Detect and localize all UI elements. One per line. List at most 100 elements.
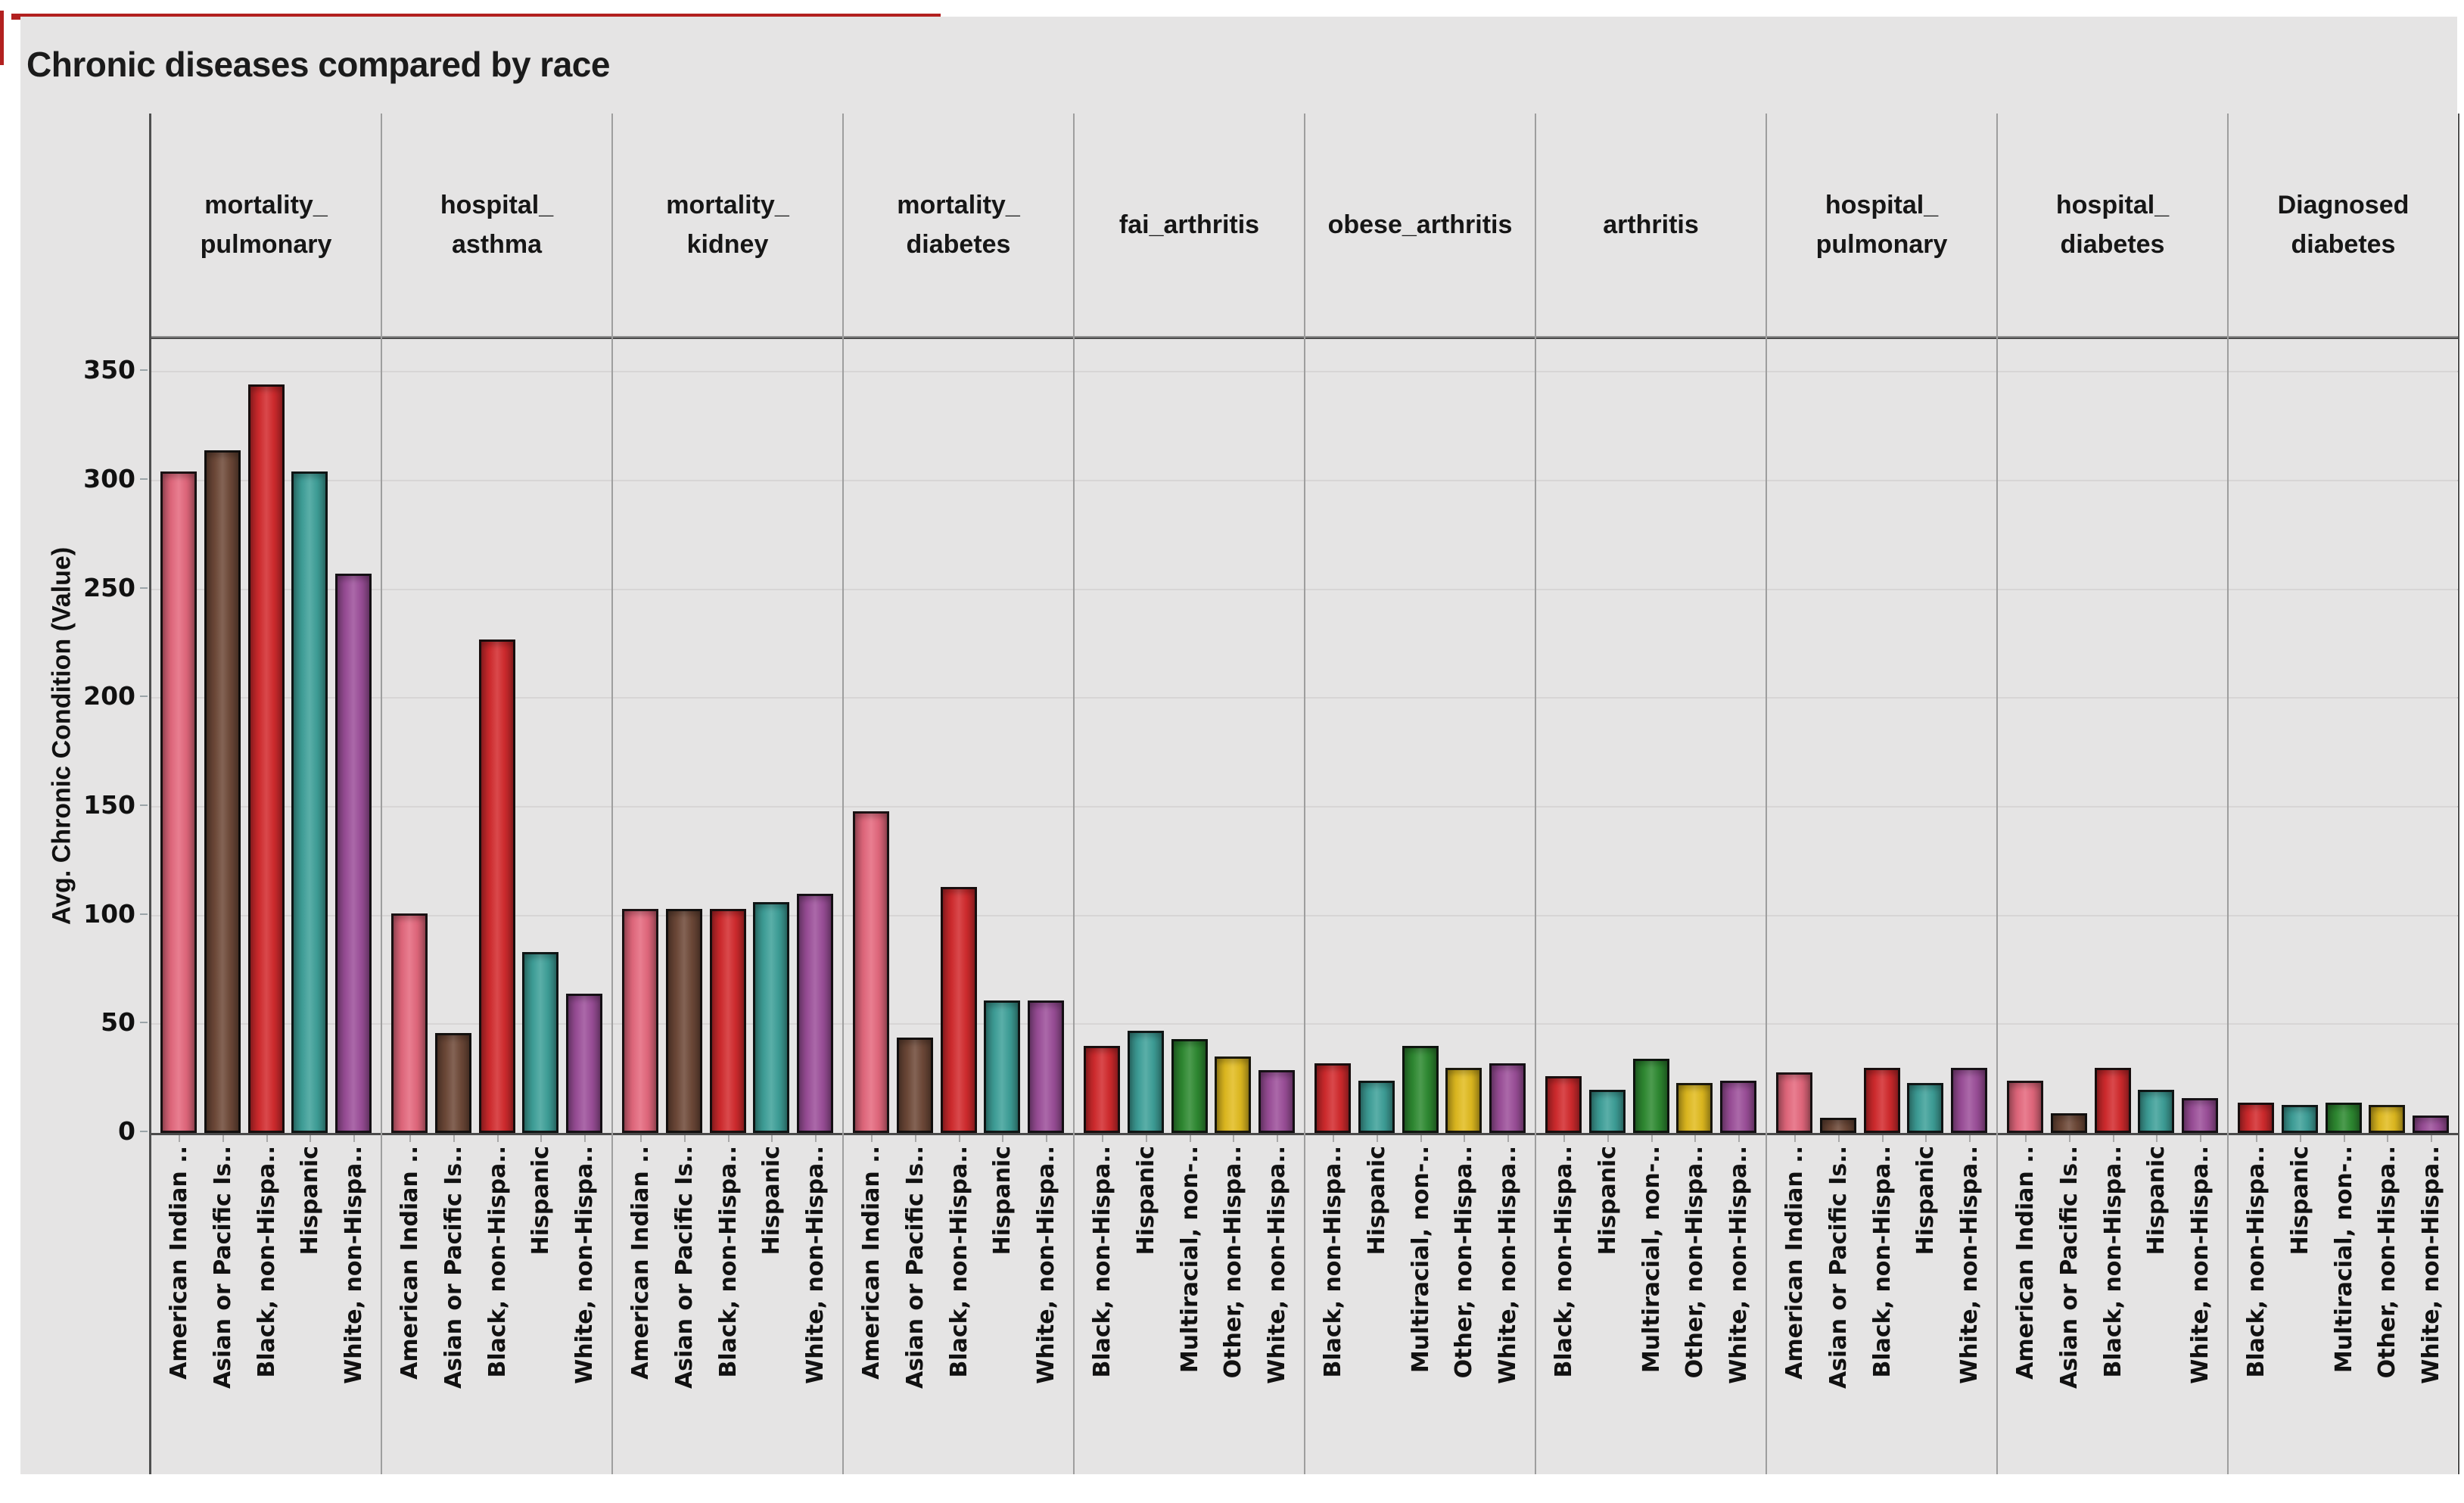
y-tick-mark <box>140 587 148 589</box>
bar-multiracial-non[interactable] <box>2325 1103 2362 1133</box>
x-label-slot: White, non-Hispa.. <box>1489 1135 1526 1474</box>
bar-american-indian[interactable] <box>853 811 889 1133</box>
x-label-slot: Hispanic <box>753 1135 789 1474</box>
bar-white-non-hispa[interactable] <box>566 994 602 1133</box>
x-axis-label: Black, non-Hispa.. <box>2099 1146 2126 1378</box>
x-axis-label: Hispanic <box>2143 1146 2170 1256</box>
facet-column-mortality-pulmonary: mortality_ pulmonary American Indian .. Asi… <box>151 114 381 1474</box>
facet-header-line: mortality_ <box>204 191 328 219</box>
y-axis-title: Avg. Chronic Condition (Value) <box>47 546 76 926</box>
bar-hispanic[interactable] <box>984 1000 1021 1133</box>
bar-black-non-hispa[interactable] <box>940 887 977 1133</box>
x-axis-label: Black, non-Hispa.. <box>1868 1146 1896 1378</box>
x-axis-label: Black, non-Hispa.. <box>253 1146 280 1378</box>
x-axis-label: White, non-Hispa.. <box>802 1146 829 1384</box>
bar-white-non-hispa[interactable] <box>1028 1000 1064 1133</box>
bar-other-non-hispa[interactable] <box>1215 1056 1252 1133</box>
x-axis-label: Hispanic <box>1132 1146 1159 1256</box>
bar-hispanic[interactable] <box>291 471 328 1133</box>
facet-header-line: asthma <box>451 230 543 259</box>
x-axis-label: Asian or Pacific Is.. <box>2055 1146 2083 1389</box>
bar-multiracial-non[interactable] <box>1632 1059 1669 1133</box>
x-label-slot: Black, non-Hispa.. <box>1084 1135 1120 1474</box>
x-tick-mark <box>1650 1135 1653 1142</box>
bar-other-non-hispa[interactable] <box>1445 1068 1482 1133</box>
x-tick-mark <box>815 1135 817 1142</box>
bar-white-non-hispa[interactable] <box>1258 1070 1295 1133</box>
bar-hispanic[interactable] <box>1907 1083 1944 1133</box>
facet-plot <box>1075 338 1304 1135</box>
facet-header: hospital_ asthma <box>382 114 611 338</box>
x-tick-mark <box>2343 1135 2345 1142</box>
bar-black-non-hispa[interactable] <box>2238 1103 2274 1133</box>
bar-white-non-hispa[interactable] <box>2182 1098 2218 1133</box>
bar-american-indian[interactable] <box>622 909 658 1133</box>
bar-american-indian[interactable] <box>1776 1072 1812 1133</box>
bar-black-non-hispa[interactable] <box>1863 1068 1900 1133</box>
x-tick-mark <box>2025 1135 2027 1142</box>
bar-hispanic[interactable] <box>1127 1031 1164 1133</box>
bar-white-non-hispa[interactable] <box>797 894 833 1133</box>
x-label-slot: Hispanic <box>2282 1135 2318 1474</box>
bar-black-non-hispa[interactable] <box>247 384 285 1133</box>
x-axis-label: Black, non-Hispa.. <box>2243 1146 2270 1378</box>
x-label-slot: White, non-Hispa.. <box>566 1135 602 1474</box>
x-label-slot: Black, non-Hispa.. <box>2095 1135 2131 1474</box>
bar-black-non-hispa[interactable] <box>478 639 515 1133</box>
bar-asian-or-pacific-is[interactable] <box>1819 1118 1856 1133</box>
bar-asian-or-pacific-is[interactable] <box>896 1038 933 1133</box>
y-tick-mark <box>140 695 148 698</box>
bar-black-non-hispa[interactable] <box>2094 1068 2131 1133</box>
x-label-slot: Black, non-Hispa.. <box>1314 1135 1351 1474</box>
x-axis-label: Other, non-Hispa.. <box>1220 1146 1247 1379</box>
bar-asian-or-pacific-is[interactable] <box>2050 1113 2087 1133</box>
bar-black-non-hispa[interactable] <box>1545 1076 1582 1133</box>
facet-x-labels: American Indian .. Asian or Pacific Is.. B… <box>1767 1135 1996 1474</box>
bar-black-non-hispa[interactable] <box>1314 1063 1351 1133</box>
bar-hispanic[interactable] <box>2281 1105 2318 1133</box>
bar-hispanic[interactable] <box>753 902 790 1133</box>
bar-american-indian[interactable] <box>391 913 428 1133</box>
bar-asian-or-pacific-is[interactable] <box>204 450 241 1133</box>
x-label-slot: American Indian .. <box>1776 1135 1812 1474</box>
facet-x-labels: American Indian .. Asian or Pacific Is.. B… <box>1998 1135 2227 1474</box>
bar-hispanic[interactable] <box>522 952 559 1133</box>
bar-other-non-hispa[interactable] <box>1676 1083 1713 1133</box>
x-tick-mark <box>914 1135 916 1142</box>
facet-header: hospital_ diabetes <box>1998 114 2227 338</box>
facet-x-labels: Black, non-Hispa.. Hispanic Multiracial, n… <box>1305 1135 1535 1474</box>
x-tick-mark <box>2200 1135 2201 1142</box>
y-tick-label: 250 <box>83 572 135 602</box>
x-tick-mark <box>1925 1135 1927 1142</box>
x-axis-label: White, non-Hispa.. <box>1495 1146 1521 1384</box>
bar-multiracial-non[interactable] <box>1402 1046 1439 1133</box>
x-label-slot: Hispanic <box>1358 1135 1395 1474</box>
x-axis-label: Hispanic <box>297 1146 324 1256</box>
bar-white-non-hispa[interactable] <box>1489 1063 1526 1133</box>
bar-white-non-hispa[interactable] <box>1951 1068 1987 1133</box>
facet-plot <box>613 338 842 1135</box>
x-tick-mark <box>2156 1135 2158 1142</box>
bar-white-non-hispa[interactable] <box>2413 1116 2449 1133</box>
x-tick-mark <box>2299 1135 2301 1142</box>
bar-black-non-hispa[interactable] <box>709 909 746 1133</box>
bar-white-non-hispa[interactable] <box>335 574 372 1133</box>
bar-multiracial-non[interactable] <box>1171 1039 1208 1133</box>
bar-hispanic[interactable] <box>2138 1090 2175 1133</box>
facet-column-hospital-diabetes: hospital_ diabetes American Indian .. Asian… <box>1996 114 2227 1474</box>
bar-american-indian[interactable] <box>2007 1081 2043 1133</box>
x-axis-label: American Indian .. <box>1781 1146 1808 1380</box>
bar-american-indian[interactable] <box>160 471 197 1133</box>
x-axis-label: American Indian .. <box>397 1146 423 1380</box>
facet-column-mortality-diabetes: mortality_ diabetes American Indian .. Asia… <box>842 114 1073 1474</box>
y-tick-label: 200 <box>83 681 135 711</box>
bar-black-non-hispa[interactable] <box>1084 1046 1120 1133</box>
x-label-slot: American Indian .. <box>2007 1135 2043 1474</box>
bar-asian-or-pacific-is[interactable] <box>665 909 702 1133</box>
bar-white-non-hispa[interactable] <box>1720 1081 1756 1133</box>
bar-hispanic[interactable] <box>1358 1081 1395 1133</box>
x-label-slot: Asian or Pacific Is.. <box>897 1135 933 1474</box>
bar-asian-or-pacific-is[interactable] <box>434 1033 471 1133</box>
bar-other-non-hispa[interactable] <box>2369 1105 2406 1133</box>
bar-hispanic[interactable] <box>1588 1090 1626 1133</box>
